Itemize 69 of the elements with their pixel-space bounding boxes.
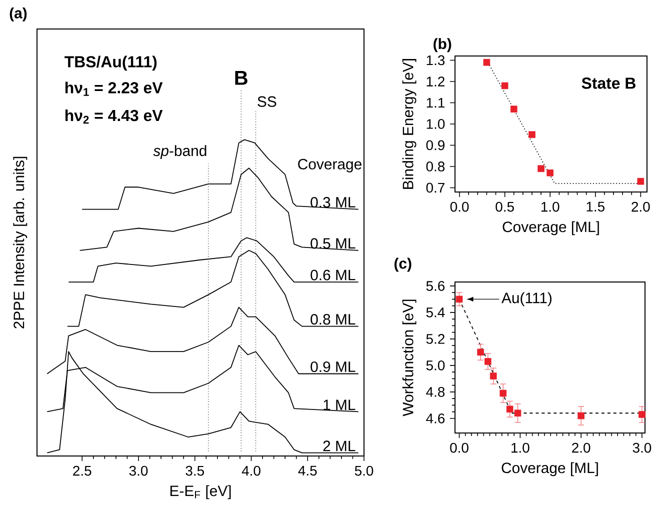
x-tick-label: 2.5 (73, 466, 92, 476)
chart-title: (b) (434, 38, 452, 52)
y-tick-label: 1.3 (426, 55, 445, 66)
point (506, 406, 514, 413)
x-axis-title: E-E$_{F}$ [eV] (170, 485, 231, 500)
y-axis-title: 2PPE Intensity [arb. units] (13, 156, 28, 328)
y-tick-label: 5.2 (426, 334, 444, 344)
point (528, 131, 536, 138)
chart-title: (a) (10, 7, 27, 22)
point (514, 410, 522, 417)
series-label: 0.5 ML (310, 238, 356, 249)
point (578, 412, 584, 420)
y-tick-label: 4.6 (426, 413, 445, 424)
x-axis-title: Coverage [ML] (502, 221, 599, 236)
y-tick-label: 1.2 (426, 76, 444, 86)
series-label: 0.9 ML (310, 361, 356, 372)
series-label: 1 ML (324, 400, 356, 410)
point (538, 165, 544, 172)
y-tick-label: 5.0 (426, 360, 445, 370)
y-axis-title: Workfunction [eV] (402, 300, 416, 416)
x-tick-label: 3.5 (186, 466, 204, 476)
x-tick-label: 4.0 (242, 466, 260, 476)
x-tick-label: 1.5 (586, 202, 604, 212)
point (484, 358, 492, 365)
text: hν$_{1}$ = 2.23 eV (65, 82, 163, 96)
x-tick-label: 0.0 (450, 202, 469, 212)
ref-line-label: B (235, 71, 248, 85)
x-tick-label: 3.0 (129, 466, 148, 476)
ref-line-label: SS (258, 96, 276, 107)
y-tick-label: 0.7 (426, 182, 444, 193)
chart-title: (c) (394, 258, 412, 272)
annotation: Coverage (298, 158, 362, 172)
x-tick-label: 2.0 (572, 442, 590, 453)
y-tick-label: 4.8 (426, 386, 445, 397)
point (490, 372, 497, 380)
annotation: State B (582, 78, 636, 89)
point (456, 296, 463, 303)
series-label: 0.8 ML (310, 314, 356, 325)
point (501, 82, 508, 90)
text: TBS/Au(111) (64, 56, 157, 71)
x-tick-label: 2.0 (632, 202, 650, 212)
x-tick-label: 4.5 (298, 466, 317, 476)
series-label: 2 ML (323, 440, 356, 452)
annotation: Au(111) (502, 292, 552, 306)
point (638, 411, 646, 418)
x-tick-label: 3.0 (632, 442, 652, 453)
point (510, 106, 518, 113)
y-axis-title: Binding Energy [eV] (402, 59, 416, 189)
x-tick-label: 0.5 (496, 202, 514, 212)
text: hν$_{2}$ = 4.43 eV (65, 109, 163, 124)
point (483, 58, 490, 66)
y-tick-label: 0.8 (426, 162, 445, 172)
x-tick-label: 5.0 (354, 466, 374, 476)
x-tick-label: 1.0 (541, 202, 560, 212)
point (500, 390, 507, 397)
x-tick-label: 1.0 (512, 442, 530, 453)
y-tick-label: 0.9 (426, 140, 444, 150)
point (637, 178, 644, 185)
x-tick-label: 0.0 (450, 442, 468, 453)
series-label: 0.6 ML (310, 270, 356, 280)
point (546, 169, 554, 176)
y-tick-label: 1.1 (426, 98, 444, 108)
point (477, 348, 484, 356)
y-tick-label: 5.4 (426, 308, 445, 318)
y-tick-label: 1.0 (426, 119, 445, 129)
y-tick-label: 5.6 (426, 281, 445, 291)
ref-line-label: sp-band (153, 145, 206, 160)
series-label: 0.3 ML (310, 196, 356, 208)
x-axis-title: Coverage [ML] (502, 462, 598, 476)
